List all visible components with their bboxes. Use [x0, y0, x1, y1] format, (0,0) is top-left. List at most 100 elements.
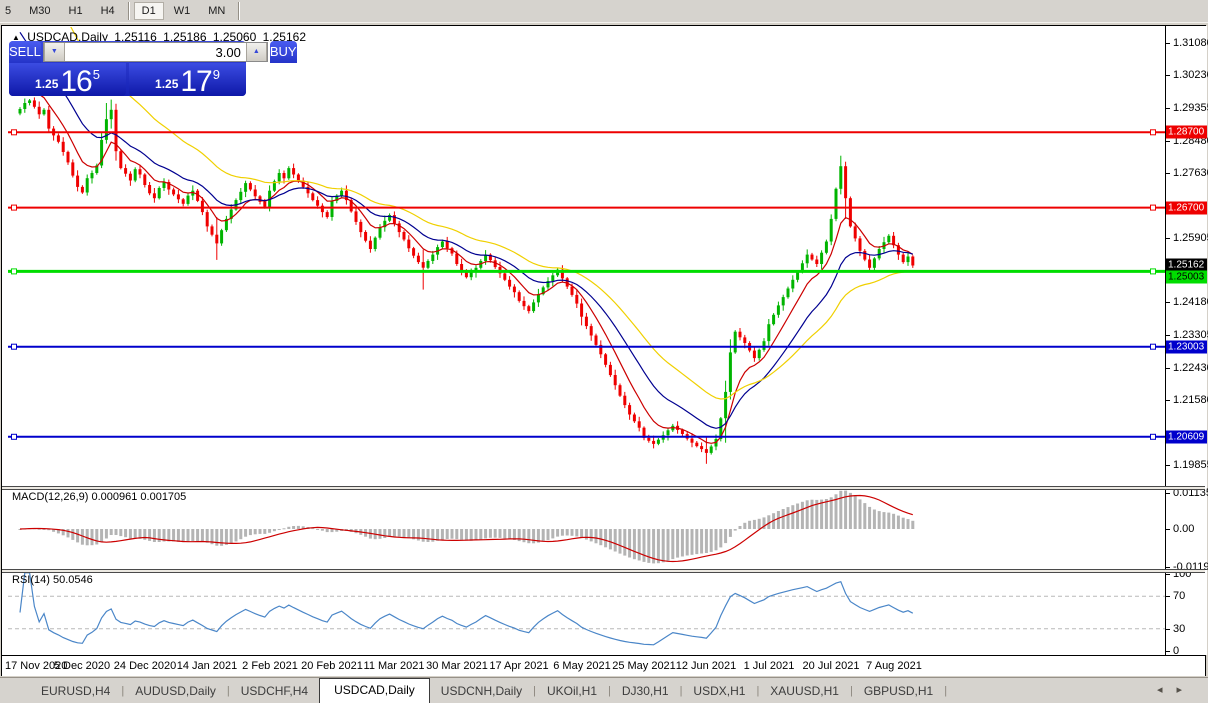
hline-handle-icon[interactable]: [11, 129, 17, 136]
price-tick-mark: [1166, 302, 1170, 303]
timeframe-button-h1[interactable]: H1: [68, 5, 83, 17]
tab-audusd[interactable]: AUDUSD,Daily: [135, 684, 216, 698]
price-tick-mark: [1166, 43, 1170, 44]
hline-handle-icon[interactable]: [1150, 268, 1156, 275]
timeframe-button-h4[interactable]: H4: [100, 5, 115, 17]
rsi-tick-mark: [1166, 574, 1170, 575]
price-line-badge: 1.25003: [1166, 270, 1207, 284]
date-tick-label: 7 Aug 2021: [866, 660, 922, 672]
rsi-tick-label: 0: [1173, 645, 1180, 657]
tab-usdchf[interactable]: USDCHF,H4: [240, 684, 309, 698]
price-line-badge: 1.28700: [1166, 125, 1207, 139]
price-tick-label: 1.30230: [1173, 69, 1208, 81]
sell-button[interactable]: SELL: [9, 41, 41, 63]
date-tick-label: 25 May 2021: [612, 660, 676, 672]
buy-price-sup: 9: [212, 67, 220, 82]
tab-usdcnh[interactable]: USDCNH,Daily: [440, 684, 523, 698]
price-axis[interactable]: 1.310801.302301.293551.284801.276301.259…: [1165, 26, 1208, 657]
hline-handle-icon[interactable]: [1150, 129, 1156, 136]
date-axis[interactable]: 17 Nov 2020 5 Dec 2020 24 Dec 2020 14 Jan 2…: [2, 655, 1205, 676]
macd-pane[interactable]: [8, 489, 1165, 569]
date-tick-label: 30 Mar 2021: [426, 660, 488, 672]
price-line-badge: 1.26700: [1166, 201, 1207, 215]
tab-xauusd[interactable]: XAUUSD,H1: [770, 684, 839, 698]
rsi-tick-mark: [1166, 629, 1170, 630]
timeframe-toolbar: 5 M30 H1 H4 D1 W1 MN: [0, 0, 1208, 23]
tab-separator: |: [533, 685, 536, 697]
ma-mid-line: [19, 31, 913, 429]
main-chart-pane[interactable]: [8, 27, 1165, 486]
timeframe-button-mn[interactable]: MN: [208, 5, 226, 17]
rsi-label: RSI(14) 50.0546: [12, 574, 93, 586]
rsi-tick-mark: [1166, 651, 1170, 652]
price-tick-label: 1.19855: [1173, 459, 1208, 471]
hline-handle-icon[interactable]: [11, 433, 17, 440]
ma-fast-line: [19, 71, 914, 444]
price-tick-label: 1.24180: [1173, 296, 1208, 308]
tab-separator: |: [679, 685, 683, 697]
buy-price-display[interactable]: 1.25 17 9: [129, 63, 246, 98]
symbol-tabbar: EURUSD,H4 | AUDUSD,Daily | USDCHF,H4 USDCAD,D…: [0, 677, 1208, 703]
rsi-pane[interactable]: [8, 572, 1165, 653]
hline-handle-icon[interactable]: [1150, 204, 1156, 211]
tab-separator: |: [226, 685, 230, 697]
date-tick-label: 2 Feb 2021: [242, 660, 298, 672]
hline-handle-icon[interactable]: [11, 204, 17, 211]
pane-divider[interactable]: [2, 569, 1205, 573]
tab-scroll-left-icon[interactable]: ◂: [1156, 684, 1177, 696]
hline-handle-icon[interactable]: [1150, 343, 1156, 350]
sell-price-big: 16: [60, 65, 92, 98]
price-tick-label: 1.31080: [1173, 37, 1208, 49]
volume-input[interactable]: [64, 43, 246, 61]
hline-handle-icon[interactable]: [11, 268, 17, 275]
date-tick-label: 6 May 2021: [553, 660, 611, 672]
tab-dj30[interactable]: DJ30,H1: [621, 684, 669, 698]
tab-eurusd[interactable]: EURUSD,H4: [41, 684, 111, 698]
tab-separator: |: [944, 685, 948, 697]
ma-slow-line: [70, 27, 913, 400]
volume-spinner: ▼ ▲: [42, 42, 268, 62]
toolbar-separator: [238, 2, 240, 20]
price-tick-label: 1.29355: [1173, 102, 1208, 114]
timeframe-button-d1[interactable]: D1: [133, 2, 164, 20]
buy-price-big: 17: [180, 65, 212, 98]
hline-handle-icon[interactable]: [1150, 433, 1156, 440]
date-tick-label: 1 Jul 2021: [743, 660, 795, 672]
tab-gbpusd[interactable]: GBPUSD,H1: [863, 684, 934, 698]
macd-tick-mark: [1166, 493, 1170, 494]
price-tick-label: 1.21580: [1173, 394, 1208, 406]
buy-button[interactable]: BUY: [269, 41, 297, 63]
timeframe-button-5[interactable]: 5: [5, 5, 12, 17]
date-tick-label: 17 Apr 2021: [489, 660, 549, 672]
timeframe-button-m30[interactable]: M30: [29, 5, 51, 17]
tab-scroll-right-icon[interactable]: ▸: [1176, 684, 1196, 696]
timeframe-button-w1[interactable]: W1: [173, 5, 191, 17]
date-tick-label: 20 Jul 2021: [802, 660, 860, 672]
volume-decrease-icon[interactable]: ▼: [43, 43, 65, 61]
price-tick-mark: [1166, 368, 1170, 369]
rsi-tick-label: 70: [1173, 590, 1186, 602]
pane-divider[interactable]: [2, 486, 1205, 490]
tab-usdx[interactable]: USDX,H1: [693, 684, 746, 698]
price-line-badge: 1.20609: [1166, 430, 1207, 444]
volume-increase-icon[interactable]: ▲: [245, 43, 267, 61]
quote-high: 1.25186: [163, 30, 207, 44]
collapse-panel-icon[interactable]: ▲: [12, 33, 20, 42]
price-tick-label: 1.23305: [1173, 329, 1208, 341]
price-tick-mark: [1166, 108, 1170, 109]
tab-usdcad[interactable]: USDCAD,Daily: [319, 678, 430, 703]
hline-handle-icon[interactable]: [11, 343, 17, 350]
date-tick-label: 14 Jan 2021: [176, 660, 238, 672]
tab-ukoil[interactable]: UKOil,H1: [547, 684, 598, 698]
tab-separator: |: [849, 685, 853, 697]
price-tick-mark: [1166, 400, 1170, 401]
sell-price-display[interactable]: 1.25 16 5: [9, 63, 126, 98]
candles: [18, 97, 915, 464]
date-tick-label: 12 Jun 2021: [675, 660, 737, 672]
toolbar-separator: [127, 2, 129, 20]
rsi-tick-mark: [1166, 596, 1170, 597]
symbol-period-label: USDCAD,Daily: [27, 30, 108, 44]
sell-price-prefix: 1.25: [35, 77, 59, 91]
chart-window: [1, 25, 1206, 676]
